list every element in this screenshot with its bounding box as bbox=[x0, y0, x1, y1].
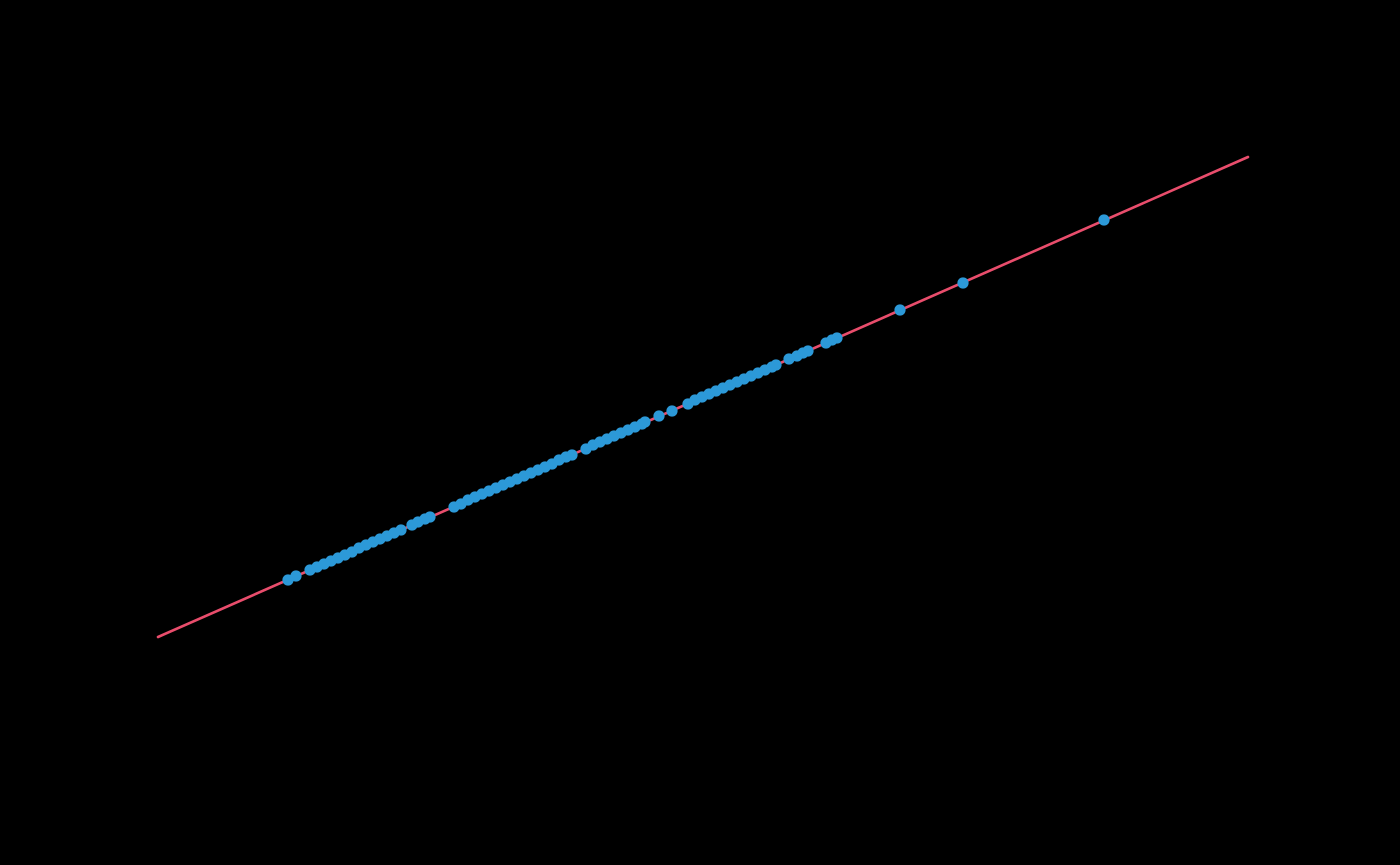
data-point bbox=[666, 405, 678, 417]
data-point bbox=[957, 277, 969, 289]
data-point bbox=[653, 410, 665, 422]
data-point bbox=[424, 511, 436, 523]
data-point bbox=[290, 570, 302, 582]
data-point bbox=[831, 332, 843, 344]
data-point bbox=[894, 304, 906, 316]
data-point bbox=[770, 359, 782, 371]
data-point bbox=[639, 416, 651, 428]
data-point bbox=[566, 449, 578, 461]
data-points-layer bbox=[282, 214, 1110, 586]
data-point bbox=[802, 345, 814, 357]
data-point bbox=[395, 524, 407, 536]
data-point bbox=[1098, 214, 1110, 226]
